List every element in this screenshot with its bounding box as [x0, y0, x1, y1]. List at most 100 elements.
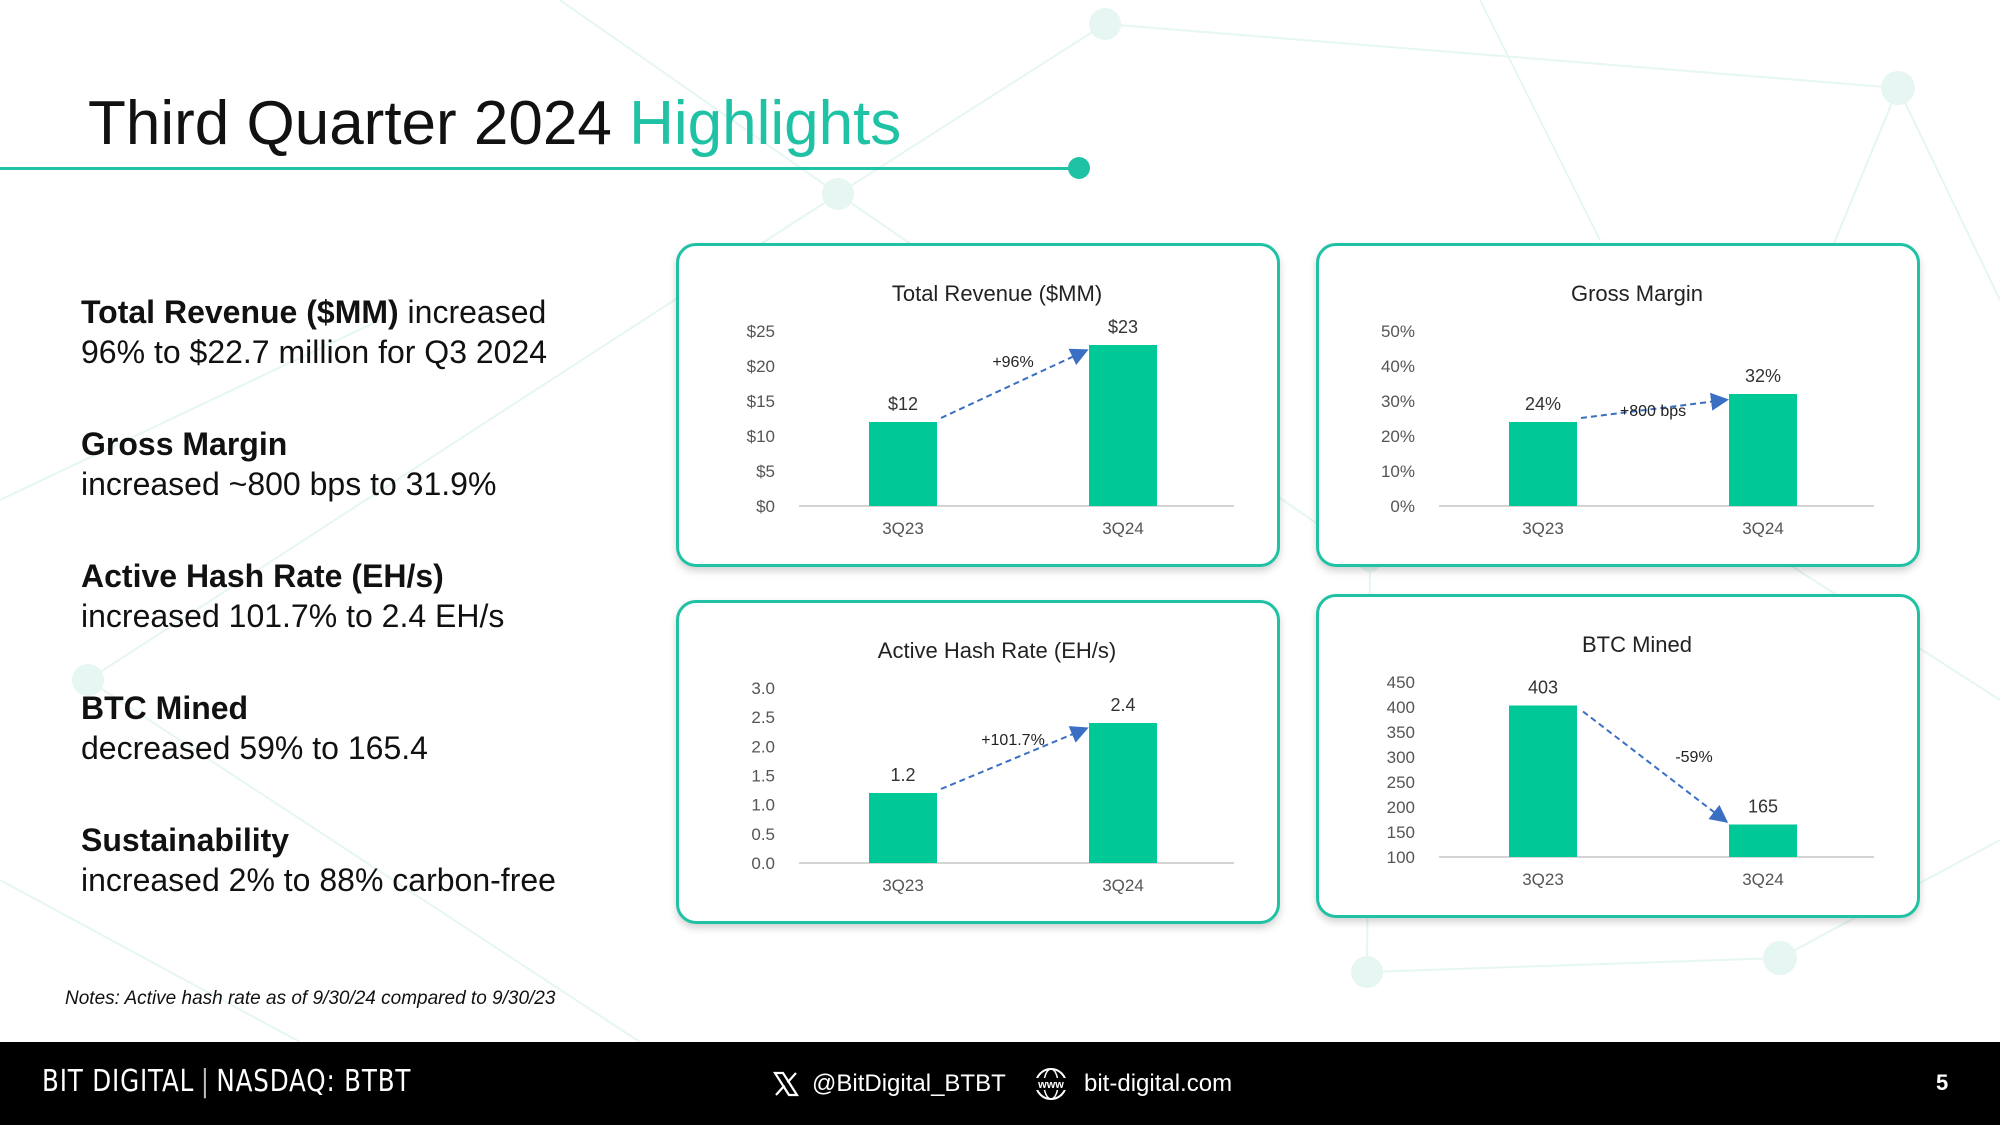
chart-title: Gross Margin [1571, 281, 1703, 306]
highlight-body: increased 2% to 88% carbon-free [81, 862, 556, 898]
x-icon [772, 1071, 800, 1097]
y-tick-label: 350 [1387, 723, 1415, 742]
highlight-heading: Active Hash Rate (EH/s) [81, 558, 444, 594]
y-tick-label: 0% [1390, 497, 1415, 516]
y-tick-label: $10 [747, 427, 775, 446]
data-label: 2.4 [1110, 695, 1135, 715]
chart-hash-rate: Active Hash Rate (EH/s) 0.0 0.5 1.0 1.5 2.0 2.… [751, 638, 1234, 895]
chart-btc-mined: BTC Mined 100 150 200 250 300 350 400 450 403 3Q23… [1387, 632, 1874, 889]
y-tick-label: 1.0 [751, 796, 775, 815]
title-main: Third Quarter 2024 [88, 89, 612, 158]
change-label: +96% [992, 354, 1033, 371]
change-arrow [940, 348, 1089, 419]
highlight-body: increased ~800 bps to 31.9% [81, 466, 497, 502]
y-tick-label: $5 [756, 462, 775, 481]
data-label: 32% [1745, 366, 1781, 386]
chart-card-gross-margin: Gross Margin 0% 10% 20% 30% 40% 50% 24% 3Q23 32% 3… [1316, 243, 1920, 567]
y-tick-label: $15 [747, 392, 775, 411]
highlight-gross-margin: Gross Margin increased ~800 bps to 31.9% [81, 424, 641, 504]
y-tick-label: 100 [1387, 848, 1415, 867]
y-tick-label: 2.5 [751, 708, 775, 727]
change-arrow [1582, 710, 1729, 823]
bar-3Q23 [1509, 705, 1577, 857]
chart-card-hash-rate: Active Hash Rate (EH/s) 0.0 0.5 1.0 1.5 2.0 2.… [676, 600, 1280, 924]
x-tick-label: 3Q23 [1522, 870, 1564, 889]
data-label: 1.2 [890, 765, 915, 785]
y-tick-label: 10% [1381, 462, 1415, 481]
brand-name: BIT DIGITAL [42, 1064, 195, 1099]
chart-card-btc-mined: BTC Mined 100 150 200 250 300 350 400 450 403 3Q23… [1316, 594, 1920, 918]
x-tick-label: 3Q23 [882, 876, 924, 895]
slide-title: Third Quarter 2024 Highlights [88, 88, 901, 159]
y-tick-label: 40% [1381, 357, 1415, 376]
ticker: NASDAQ: BTBT [216, 1064, 412, 1099]
y-tick-label: $20 [747, 357, 775, 376]
footnote: Notes: Active hash rate as of 9/30/24 co… [65, 988, 556, 1009]
x-tick-label: 3Q23 [882, 519, 924, 538]
twitter-handle: @BitDigital_BTBT [812, 1070, 1006, 1097]
page-number: 5 [1936, 1070, 1949, 1095]
y-tick-label: 1.5 [751, 767, 775, 786]
change-arrow [940, 726, 1089, 790]
highlight-heading: Gross Margin [81, 426, 288, 462]
y-tick-label: 450 [1387, 673, 1415, 692]
title-underline [0, 167, 1078, 170]
x-tick-label: 3Q24 [1102, 519, 1144, 538]
x-tick-label: 3Q24 [1102, 876, 1144, 895]
data-label: 403 [1528, 678, 1558, 698]
brand-logo: BIT DIGITAL | NASDAQ: BTBT [42, 1064, 411, 1099]
globe-icon-text: www [1037, 1079, 1064, 1091]
y-tick-label: 2.0 [751, 737, 775, 756]
x-tick-label: 3Q24 [1742, 519, 1784, 538]
bar-3Q24 [1729, 824, 1797, 857]
x-tick-label: 3Q23 [1522, 519, 1564, 538]
highlight-hash-rate: Active Hash Rate (EH/s) increased 101.7%… [81, 556, 641, 636]
highlight-revenue: Total Revenue ($MM) increased 96% to $22… [81, 292, 641, 372]
y-tick-label: $25 [747, 322, 775, 341]
chart-card-revenue: Total Revenue ($MM) $0 $5 $10 $15 $20 $25 $12 3Q… [676, 243, 1280, 567]
title-underline-dot [1068, 157, 1090, 179]
title-accent: Highlights [629, 89, 902, 158]
highlight-heading: Sustainability [81, 822, 290, 858]
y-tick-label: 0.0 [751, 854, 775, 873]
y-tick-label: 200 [1387, 798, 1415, 817]
twitter-link[interactable]: @BitDigital_BTBT [772, 1064, 1006, 1104]
y-tick-label: 20% [1381, 427, 1415, 446]
globe-icon: www [1032, 1068, 1070, 1100]
change-arrow [1580, 392, 1729, 419]
y-tick-label: 30% [1381, 392, 1415, 411]
footer-bar: BIT DIGITAL | NASDAQ: BTBT @BitDigital_BTB… [0, 1042, 2000, 1125]
chart-title: BTC Mined [1582, 632, 1692, 657]
highlight-sustainability: Sustainability increased 2% to 88% carbo… [81, 820, 641, 900]
change-label: +800 bps [1620, 403, 1686, 420]
brand-separator: | [200, 1064, 210, 1099]
bar-3Q23 [869, 422, 937, 506]
change-label: +101.7% [981, 732, 1045, 749]
bar-3Q23 [1509, 422, 1577, 506]
y-tick-label: 400 [1387, 698, 1415, 717]
bar-3Q24 [1729, 394, 1797, 506]
bar-3Q23 [869, 793, 937, 863]
x-tick-label: 3Q24 [1742, 870, 1784, 889]
highlight-body: decreased 59% to 165.4 [81, 730, 428, 766]
data-label: 24% [1525, 394, 1561, 414]
highlight-inline-text: increased [398, 294, 547, 330]
y-tick-label: 300 [1387, 748, 1415, 767]
y-tick-label: 0.5 [751, 825, 775, 844]
highlight-heading: BTC Mined [81, 690, 249, 726]
highlights-list: Total Revenue ($MM) increased 96% to $22… [81, 292, 641, 952]
website-url: bit-digital.com [1084, 1070, 1233, 1097]
change-label: -59% [1675, 749, 1712, 766]
y-tick-label: 150 [1387, 823, 1415, 842]
highlight-body: 96% to $22.7 million for Q3 2024 [81, 334, 548, 370]
data-label: $12 [888, 394, 918, 414]
y-tick-label: 250 [1387, 773, 1415, 792]
chart-gross-margin: Gross Margin 0% 10% 20% 30% 40% 50% 24% 3Q23 32% 3… [1381, 281, 1874, 538]
data-label: 165 [1748, 797, 1778, 817]
website-link[interactable]: www bit-digital.com [1032, 1064, 1232, 1104]
highlight-btc-mined: BTC Mined decreased 59% to 165.4 [81, 688, 641, 768]
highlight-body: increased 101.7% to 2.4 EH/s [81, 598, 505, 634]
chart-title: Total Revenue ($MM) [892, 281, 1102, 306]
bar-3Q24 [1089, 345, 1157, 506]
chart-revenue: Total Revenue ($MM) $0 $5 $10 $15 $20 $25 $12 3Q… [747, 281, 1234, 538]
